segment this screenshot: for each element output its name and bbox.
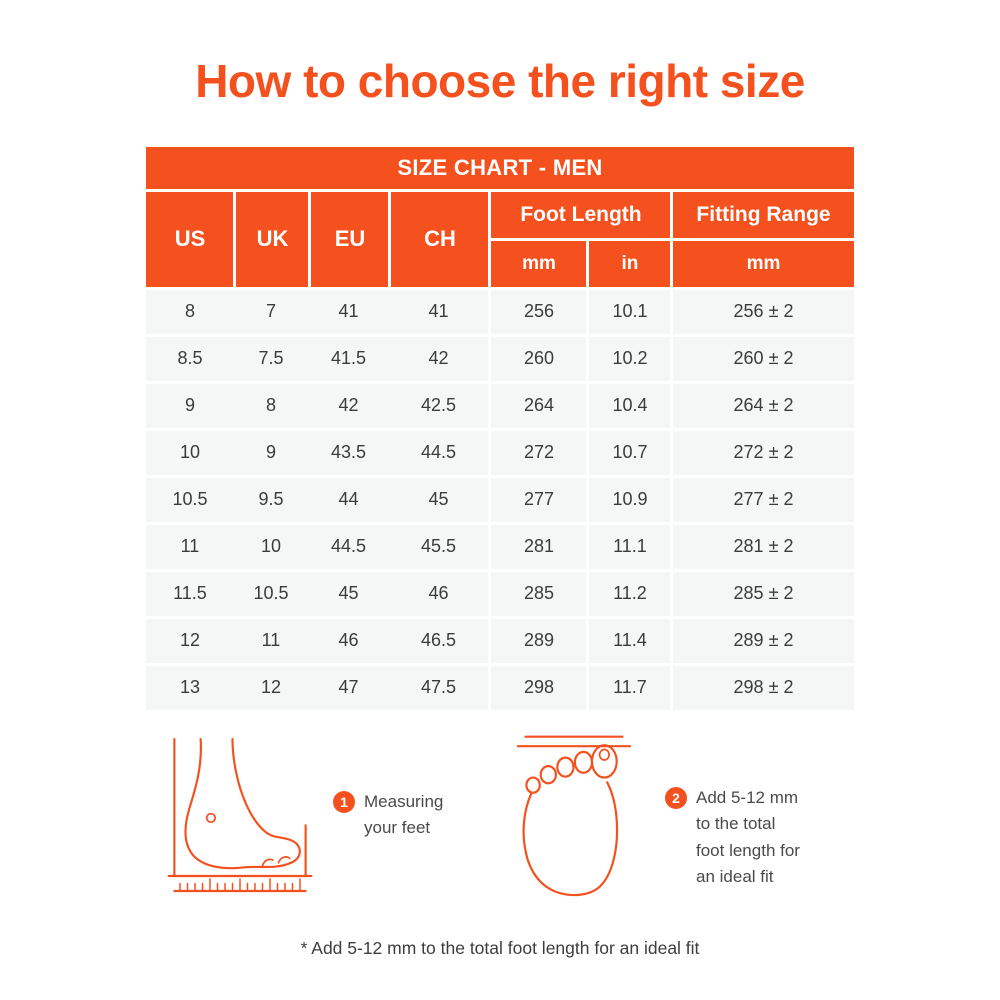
size-cell: 12 <box>233 665 309 710</box>
size-cell: 9.5 <box>233 477 309 522</box>
size-table-body: 8 7 41 41 256 10.1 256 ± 2 8.5 7.5 41.5 42 260 10.2 2… <box>146 289 854 710</box>
size-cell: 44 <box>308 477 389 522</box>
size-cell: 44.5 <box>308 524 389 569</box>
size-cell: 10 <box>146 430 234 475</box>
header-fitting-range: Fitting Range <box>670 191 854 238</box>
size-cell: 10 <box>233 524 309 569</box>
instruction-1: 1 Measuring your feet <box>333 789 451 842</box>
size-row: 11.5 10.5 45 46 285 11.2 285 ± 2 <box>146 571 854 616</box>
size-cell: 13 <box>146 665 234 710</box>
header-ch: CH <box>388 191 489 287</box>
instruction-2: 2 Add 5-12 mm to the total foot length f… <box>665 785 803 890</box>
header-us: US <box>146 191 234 287</box>
size-row: 9 8 42 42.5 264 10.4 264 ± 2 <box>146 383 854 428</box>
size-cell: 298 ± 2 <box>670 665 854 710</box>
size-cell: 42 <box>388 336 489 381</box>
instruction-2-text: Add 5-12 mm to the total foot length for… <box>696 787 800 886</box>
table-title: SIZE CHART - MEN <box>146 146 854 189</box>
size-chart-table: SIZE CHART - MEN US UK EU CH Foot Length… <box>146 144 854 713</box>
size-cell: 9 <box>146 383 234 428</box>
step-2-badge: 2 <box>665 786 687 809</box>
size-row: 8 7 41 41 256 10.1 256 ± 2 <box>146 289 854 334</box>
size-cell: 46.5 <box>388 618 489 663</box>
size-cell: 289 ± 2 <box>670 618 854 663</box>
measuring-instructions: 1 Measuring your feet 2 Add 5-12 mm to t… <box>135 735 865 902</box>
header-unit-in: in <box>586 240 671 287</box>
size-cell: 9 <box>233 430 309 475</box>
size-cell: 8 <box>233 383 309 428</box>
size-cell: 256 ± 2 <box>670 289 854 334</box>
size-cell: 11.5 <box>146 571 234 616</box>
size-cell: 10.1 <box>586 289 671 334</box>
size-cell: 256 <box>488 289 587 334</box>
size-cell: 272 <box>488 430 587 475</box>
size-cell: 281 <box>488 524 587 569</box>
size-cell: 8.5 <box>146 336 234 381</box>
size-cell: 7.5 <box>233 336 309 381</box>
size-cell: 42.5 <box>388 383 489 428</box>
size-cell: 281 ± 2 <box>670 524 854 569</box>
foot-side-measure-illustration <box>167 737 313 892</box>
size-cell: 264 ± 2 <box>670 383 854 428</box>
size-cell: 11 <box>146 524 234 569</box>
size-row: 10 9 43.5 44.5 272 10.7 272 ± 2 <box>146 430 854 475</box>
size-cell: 8 <box>146 289 234 334</box>
size-cell: 46 <box>308 618 389 663</box>
foot-top-illustration <box>516 735 632 897</box>
size-cell: 277 <box>488 477 587 522</box>
size-cell: 10.2 <box>586 336 671 381</box>
size-cell: 277 ± 2 <box>670 477 854 522</box>
header-foot-length: Foot Length <box>488 191 671 238</box>
size-cell: 10.5 <box>146 477 234 522</box>
size-cell: 45 <box>308 571 389 616</box>
size-cell: 272 ± 2 <box>670 430 854 475</box>
header-uk: UK <box>233 191 309 287</box>
size-cell: 43.5 <box>308 430 389 475</box>
size-row: 8.5 7.5 41.5 42 260 10.2 260 ± 2 <box>146 336 854 381</box>
size-cell: 45.5 <box>388 524 489 569</box>
size-cell: 44.5 <box>388 430 489 475</box>
size-cell: 10.5 <box>233 571 309 616</box>
size-cell: 260 ± 2 <box>670 336 854 381</box>
page-title: How to choose the right size <box>195 55 805 107</box>
size-row: 13 12 47 47.5 298 11.7 298 ± 2 <box>146 665 854 710</box>
size-cell: 285 ± 2 <box>670 571 854 616</box>
size-cell: 10.4 <box>586 383 671 428</box>
size-cell: 45 <box>388 477 489 522</box>
size-cell: 298 <box>488 665 587 710</box>
instruction-1-text: Measuring your feet <box>364 791 444 838</box>
footnote: * Add 5-12 mm to the total foot length f… <box>300 937 700 958</box>
size-cell: 11.1 <box>586 524 671 569</box>
size-cell: 285 <box>488 571 587 616</box>
size-cell: 11.2 <box>586 571 671 616</box>
size-cell: 42 <box>308 383 389 428</box>
size-cell: 10.7 <box>586 430 671 475</box>
header-fitting-unit-mm: mm <box>670 240 854 287</box>
size-cell: 264 <box>488 383 587 428</box>
size-table-header: SIZE CHART - MEN US UK EU CH Foot Length… <box>146 146 854 287</box>
header-eu: EU <box>308 191 389 287</box>
size-cell: 47 <box>308 665 389 710</box>
size-cell: 11.7 <box>586 665 671 710</box>
size-cell: 12 <box>146 618 234 663</box>
size-row: 10.5 9.5 44 45 277 10.9 277 ± 2 <box>146 477 854 522</box>
size-cell: 11.4 <box>586 618 671 663</box>
size-row: 12 11 46 46.5 289 11.4 289 ± 2 <box>146 618 854 663</box>
size-cell: 41 <box>388 289 489 334</box>
size-cell: 11 <box>233 618 309 663</box>
header-unit-mm: mm <box>488 240 587 287</box>
size-cell: 260 <box>488 336 587 381</box>
step-1-badge: 1 <box>333 790 355 813</box>
size-cell: 289 <box>488 618 587 663</box>
size-cell: 41 <box>308 289 389 334</box>
size-cell: 41.5 <box>308 336 389 381</box>
size-cell: 10.9 <box>586 477 671 522</box>
size-cell: 46 <box>388 571 489 616</box>
size-cell: 7 <box>233 289 309 334</box>
size-cell: 47.5 <box>388 665 489 710</box>
size-row: 11 10 44.5 45.5 281 11.1 281 ± 2 <box>146 524 854 569</box>
